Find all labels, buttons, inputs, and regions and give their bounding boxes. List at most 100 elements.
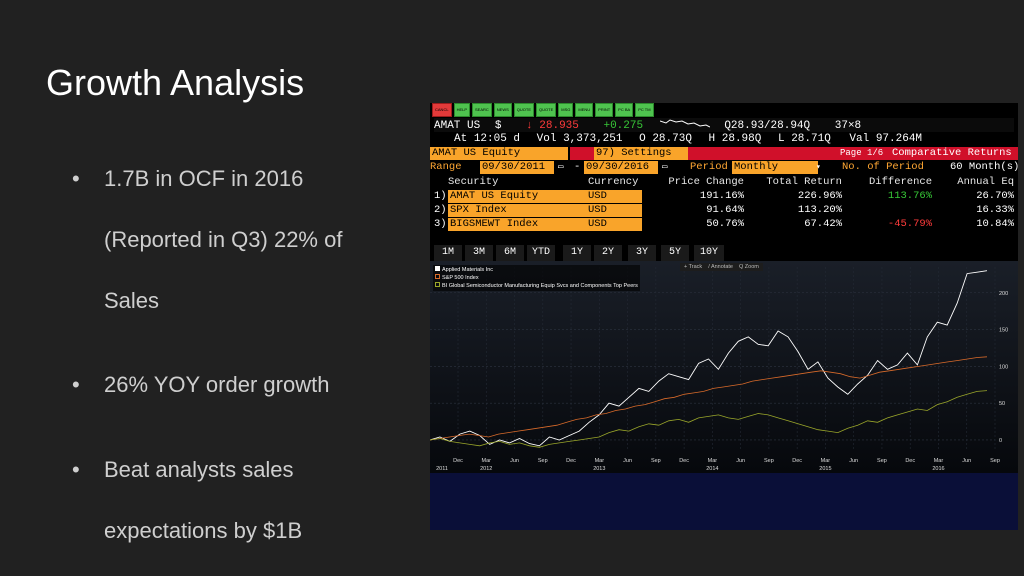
function-key[interactable]: QUOTE (536, 103, 557, 117)
row-price-change: 191.16% (699, 190, 744, 202)
down-arrow-icon: ↓ (526, 120, 533, 132)
track-button[interactable]: + Track (684, 264, 703, 270)
range-button[interactable]: 10Y (694, 245, 724, 261)
x-tick-label: Jun (623, 458, 632, 464)
zoom-button[interactable]: Q Zoom (738, 264, 759, 270)
y-tick-label: 50 (999, 401, 1005, 407)
function-key[interactable]: NEWS (493, 103, 512, 117)
table-header: Security Currency Price Change Total Ret… (430, 176, 1018, 189)
period-label: Period (690, 161, 728, 173)
row-price-change: 50.76% (706, 218, 744, 230)
bullet-line: Sales (104, 288, 160, 313)
x-tick-label: Jun (510, 458, 519, 464)
col-currency: Currency (588, 176, 639, 188)
function-key[interactable]: QUOTE (513, 103, 535, 117)
x-year-label: 2011 (436, 466, 448, 472)
legend-item: S&P 500 Index (435, 274, 638, 282)
series-line (430, 270, 988, 447)
x-tick-label: Sep (651, 458, 661, 464)
range-button[interactable]: 1Y (563, 245, 591, 261)
row-currency[interactable]: USD (586, 218, 642, 231)
header-row-2: Range 09/30/2011 ▭ - 09/30/2016 ▭ Period… (430, 161, 1018, 174)
chart-legend: Applied Materials Inc S&P 500 Index BI G… (433, 265, 640, 291)
x-tick-label: Sep (538, 458, 548, 464)
x-year-label: 2014 (706, 466, 718, 472)
start-date-input[interactable]: 09/30/2011 (480, 161, 554, 174)
security-field[interactable]: AMAT US Equity (430, 147, 568, 160)
period-select[interactable]: Monthly (732, 161, 818, 174)
x-tick-label: Jun (849, 458, 858, 464)
sparkline-icon (659, 119, 710, 128)
x-tick-label: Dec (792, 458, 802, 464)
page-indicator: Page 1/6 (840, 148, 884, 158)
x-tick-label: Dec (453, 458, 463, 464)
x-tick-label: Sep (990, 458, 1000, 464)
range-button[interactable]: YTD (527, 245, 555, 261)
row-security[interactable]: SPX Index (448, 204, 586, 217)
row-total-return: 67.42% (804, 218, 842, 230)
range-button[interactable]: 1M (434, 245, 462, 261)
row-currency[interactable]: USD (586, 204, 642, 217)
function-key[interactable]: PC BA (615, 103, 634, 117)
table-row[interactable]: 3) BIGSMEWT Index USD 50.76% 67.42% -45.… (434, 218, 1014, 231)
x-tick-label: Mar (595, 458, 605, 464)
row-security[interactable]: AMAT US Equity (448, 190, 586, 203)
function-key[interactable]: PC TM (635, 103, 654, 117)
page-title: Growth Analysis (46, 62, 305, 103)
x-tick-label: Mar (821, 458, 831, 464)
bullet-line: 26% YOY order growth (104, 372, 330, 397)
traded-value: 97.264M (875, 133, 923, 145)
calendar-icon[interactable]: ▭ (558, 162, 564, 172)
volume: 3,373,251 (563, 133, 623, 145)
last-price: 28.935 (539, 120, 579, 132)
row-price-change: 91.64% (706, 204, 744, 216)
range-button[interactable]: 3M (465, 245, 493, 261)
range-button[interactable]: 2Y (594, 245, 622, 261)
annotate-button[interactable]: / Annotate (708, 264, 733, 270)
col-total-return: Total Return (766, 176, 842, 188)
function-key[interactable]: MENU (575, 103, 594, 117)
calendar-icon[interactable]: ▭ (662, 162, 668, 172)
returns-chart[interactable]: 0 50 100 150 200 Dec Mar Jun Sep Dec Mar Jun Sep Dec M… (430, 261, 1018, 473)
function-key[interactable]: CANCL (432, 103, 452, 117)
ticker: AMAT US (434, 120, 481, 132)
function-key[interactable]: HELP (453, 103, 471, 117)
x-tick-label: Dec (679, 458, 689, 464)
num-periods-label: No. of Period (842, 161, 924, 173)
x-year-label: 2012 (480, 466, 492, 472)
header-row-1: AMAT US Equity 97) Settings Page 1/6 Com… (430, 147, 1018, 160)
range-label: Range (430, 161, 462, 173)
table-row[interactable]: 1) AMAT US Equity USD 191.16% 226.96% 11… (434, 190, 1014, 203)
at-label: At (454, 133, 468, 145)
row-currency[interactable]: USD (586, 190, 642, 203)
x-year-label: 2015 (819, 466, 831, 472)
x-tick-label: Mar (934, 458, 944, 464)
bullet-line: expectations by $1B (104, 518, 303, 543)
function-key[interactable]: SEARC (472, 103, 492, 117)
series-line (430, 390, 988, 448)
range-button[interactable]: 6M (496, 245, 524, 261)
function-key-bar: CANCL HELP SEARC NEWS QUOTE QUOTE MSG ME… (430, 103, 654, 117)
table-row[interactable]: 2) SPX Index USD 91.64% 113.20% 16.33% (434, 204, 1014, 217)
range-button[interactable]: 3Y (628, 245, 656, 261)
settings-button[interactable]: 97) Settings (594, 147, 688, 160)
function-key[interactable]: MSG (558, 103, 574, 117)
x-tick-label: Sep (877, 458, 887, 464)
x-year-label: 2013 (593, 466, 605, 472)
view-title: Comparative Returns (892, 147, 1012, 159)
chart-toolbar: + Track / Annotate Q Zoom (680, 263, 763, 271)
range-button[interactable]: 5Y (661, 245, 689, 261)
end-date-input[interactable]: 09/30/2016 (584, 161, 658, 174)
currency: $ (494, 120, 502, 132)
col-security: Security (448, 176, 499, 188)
col-price-change: Price Change (668, 176, 744, 188)
bullet-line: Beat analysts sales (104, 457, 294, 482)
bloomberg-terminal-screenshot: CANCL HELP SEARC NEWS QUOTE QUOTE MSG ME… (430, 103, 1018, 530)
price-change: +0.275 (603, 120, 644, 132)
series-line (430, 356, 988, 441)
chevron-down-icon[interactable]: ▾ (816, 163, 821, 172)
row-difference: 113.76% (887, 190, 932, 202)
x-tick-label: Dec (905, 458, 915, 464)
function-key[interactable]: PRINT (595, 103, 614, 117)
row-security[interactable]: BIGSMEWT Index (448, 218, 586, 231)
